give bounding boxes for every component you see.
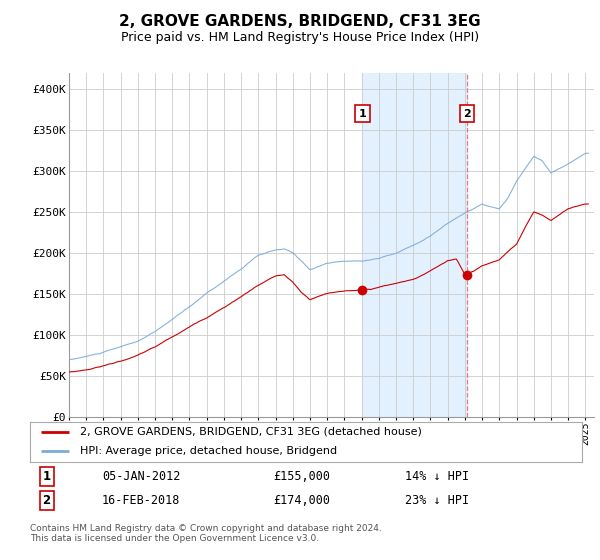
Text: Contains HM Land Registry data © Crown copyright and database right 2024.
This d: Contains HM Land Registry data © Crown c… [30,524,382,543]
Text: 1: 1 [43,470,50,483]
Text: 1: 1 [358,109,366,119]
Text: 2, GROVE GARDENS, BRIDGEND, CF31 3EG: 2, GROVE GARDENS, BRIDGEND, CF31 3EG [119,14,481,29]
Text: 14% ↓ HPI: 14% ↓ HPI [406,470,469,483]
Text: £155,000: £155,000 [273,470,330,483]
Text: 23% ↓ HPI: 23% ↓ HPI [406,494,469,507]
Text: 16-FEB-2018: 16-FEB-2018 [102,494,180,507]
Text: 05-JAN-2012: 05-JAN-2012 [102,470,180,483]
Text: £174,000: £174,000 [273,494,330,507]
Text: 2: 2 [463,109,471,119]
Text: HPI: Average price, detached house, Bridgend: HPI: Average price, detached house, Brid… [80,446,337,456]
Bar [362,73,467,417]
Text: Price paid vs. HM Land Registry's House Price Index (HPI): Price paid vs. HM Land Registry's House … [121,31,479,44]
Text: 2: 2 [43,494,50,507]
Text: 2, GROVE GARDENS, BRIDGEND, CF31 3EG (detached house): 2, GROVE GARDENS, BRIDGEND, CF31 3EG (de… [80,427,422,437]
